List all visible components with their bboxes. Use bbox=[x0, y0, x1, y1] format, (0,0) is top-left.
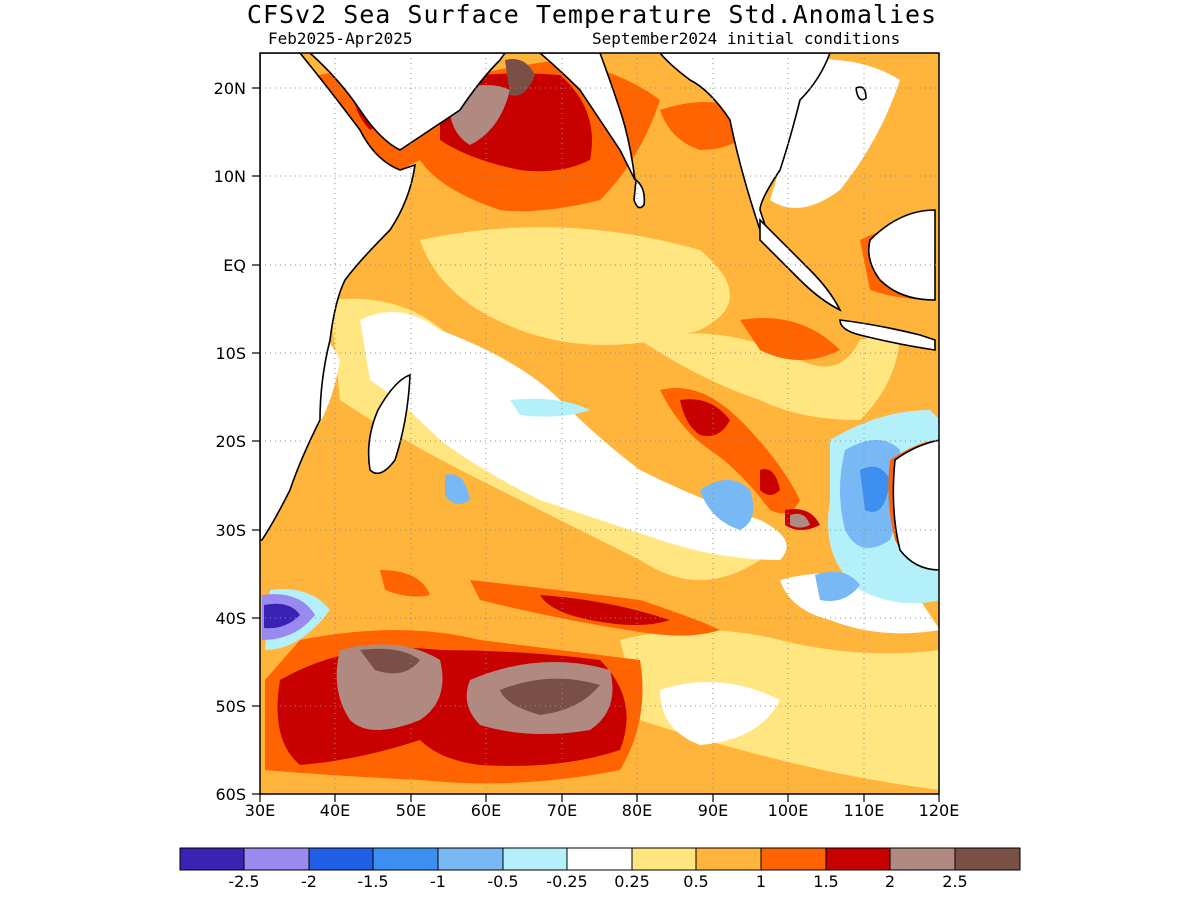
colorbar-swatch bbox=[179, 847, 245, 871]
africa-landmass bbox=[260, 53, 416, 541]
lat-label-20n: 20N bbox=[213, 79, 246, 98]
srilanka-island bbox=[633, 178, 646, 209]
colorbar-swatch bbox=[695, 847, 762, 871]
anomaly-warm-south1 bbox=[380, 570, 430, 597]
lon-label-80e: 80E bbox=[621, 801, 653, 820]
lat-label-eq: EQ bbox=[223, 256, 246, 275]
anomaly-red-ridge2 bbox=[760, 469, 780, 495]
hainan-island bbox=[855, 86, 867, 101]
chart-title: CFSv2 Sea Surface Temperature Std.Anomal… bbox=[246, 0, 938, 29]
anomaly-blue-west bbox=[445, 474, 470, 504]
graticule bbox=[260, 53, 939, 794]
colorbar-label: -2 bbox=[301, 872, 317, 891]
colorbar-swatch bbox=[889, 847, 956, 871]
colorbar-label: -1.5 bbox=[357, 872, 389, 891]
anomaly-pale-south bbox=[620, 630, 939, 790]
lon-label-120e: 120E bbox=[918, 801, 960, 820]
borneo-island bbox=[867, 209, 936, 301]
colorbar-label: -0.5 bbox=[487, 872, 519, 891]
colorbar-label: 2.5 bbox=[942, 872, 968, 891]
colorbar-label: 0.5 bbox=[683, 872, 709, 891]
anomaly-field bbox=[260, 53, 939, 794]
colorbar-swatch bbox=[954, 847, 1021, 871]
lat-label-30s: 30S bbox=[215, 521, 246, 540]
anomaly-blue-se bbox=[815, 571, 860, 601]
lat-label-20s: 20S bbox=[215, 432, 246, 451]
lon-label-90e: 90E bbox=[697, 801, 729, 820]
forecast-period: Feb2025-Apr2025 bbox=[268, 29, 413, 48]
anomaly-red-ridge1 bbox=[680, 399, 730, 436]
colorbar-label: -0.25 bbox=[546, 872, 588, 891]
anomaly-warm-east bbox=[740, 318, 840, 360]
colorbar-swatch bbox=[631, 847, 697, 871]
anomaly-darkbrown-sw bbox=[360, 648, 420, 674]
anomaly-lightblue-central bbox=[510, 398, 590, 417]
colorbar-label: 0.25 bbox=[614, 872, 650, 891]
madagascar-island bbox=[367, 373, 411, 475]
lon-label-40e: 40E bbox=[319, 801, 351, 820]
australia-landmass bbox=[892, 439, 939, 571]
anomaly-deep-sw bbox=[264, 603, 300, 629]
anomaly-darkbrown-india bbox=[505, 59, 535, 96]
lon-label-100e: 100E bbox=[767, 801, 809, 820]
initial-conditions: September2024 initial conditions bbox=[592, 29, 901, 48]
map-frame bbox=[259, 52, 940, 795]
anomaly-pale-central bbox=[420, 227, 730, 345]
java-island bbox=[839, 319, 936, 351]
coastlines bbox=[260, 53, 939, 571]
arabia-landmass bbox=[308, 53, 506, 151]
anomaly-blue-mid bbox=[700, 480, 754, 530]
colorbar-swatch bbox=[243, 847, 310, 871]
colorbar-label: 2 bbox=[884, 872, 896, 891]
colorbar-swatch bbox=[308, 847, 374, 871]
india-landmass bbox=[538, 53, 636, 181]
lat-label-60s: 60S bbox=[215, 785, 246, 804]
lat-label-10s: 10S bbox=[215, 344, 246, 363]
lat-label-50s: 50S bbox=[215, 697, 246, 716]
lat-label-40s: 40S bbox=[215, 609, 246, 628]
axis-ticks bbox=[252, 87, 940, 802]
lon-label-30e: 30E bbox=[244, 801, 276, 820]
lat-label-10n: 10N bbox=[213, 167, 246, 186]
colorbar-swatch bbox=[566, 847, 633, 871]
anomaly-blue-core bbox=[860, 466, 890, 512]
anomaly-brown-ridge bbox=[790, 513, 810, 528]
colorbar-swatch bbox=[825, 847, 891, 871]
lon-label-70e: 70E bbox=[546, 801, 578, 820]
colorbar bbox=[179, 847, 1021, 871]
anomaly-brown-sw bbox=[336, 644, 443, 730]
colorbar-label: 1 bbox=[755, 872, 767, 891]
colorbar-label: -2.5 bbox=[228, 872, 260, 891]
colorbar-swatch bbox=[760, 847, 827, 871]
anomaly-neutral-south bbox=[660, 682, 780, 745]
lon-label-60e: 60E bbox=[470, 801, 502, 820]
colorbar-swatch bbox=[437, 847, 504, 871]
colorbar-label: 1.5 bbox=[813, 872, 839, 891]
colorbar-swatch bbox=[372, 847, 439, 871]
anomaly-red-band40s bbox=[540, 595, 670, 625]
anomaly-neutral-band bbox=[360, 312, 787, 560]
colorbar-label: -1 bbox=[430, 872, 446, 891]
lon-label-50e: 50E bbox=[395, 801, 427, 820]
lon-label-110e: 110E bbox=[843, 801, 885, 820]
colorbar-swatch bbox=[502, 847, 568, 871]
